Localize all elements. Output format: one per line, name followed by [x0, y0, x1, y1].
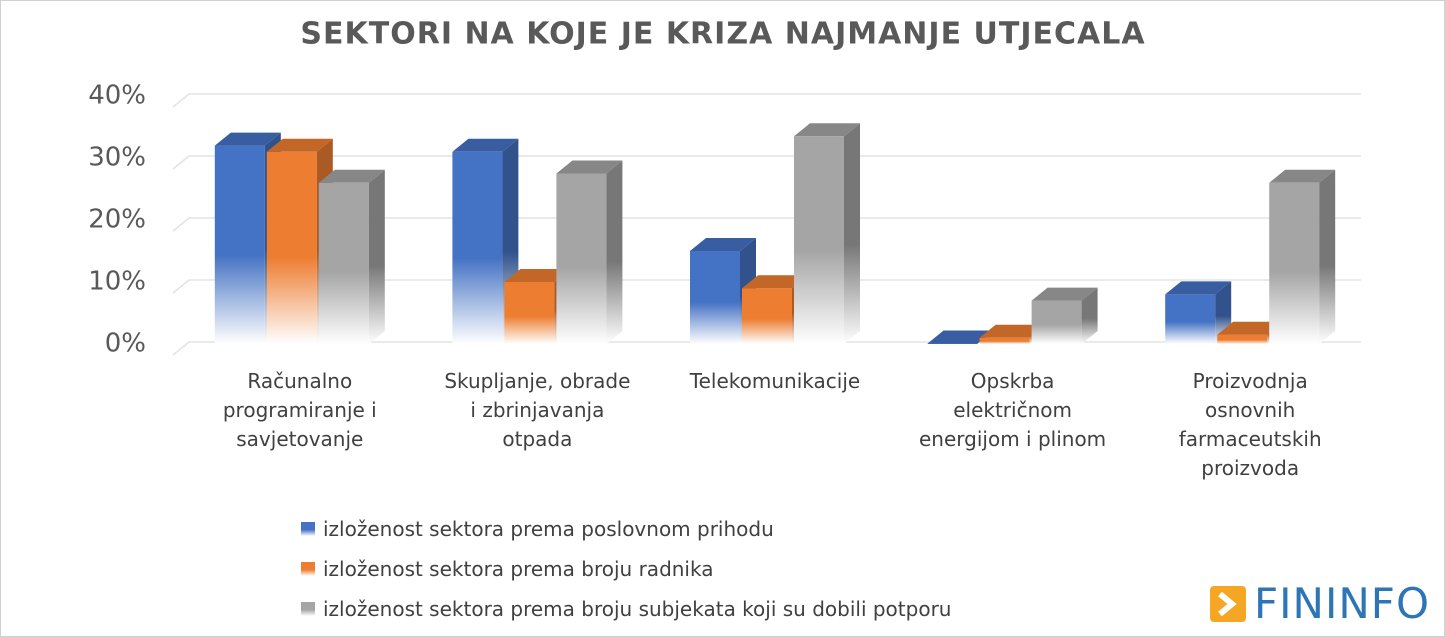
x-tick-label: Telekomunikacije — [689, 369, 861, 393]
bar-front — [318, 182, 369, 344]
bar-front — [214, 145, 265, 344]
y-tick-label: 10% — [88, 267, 146, 297]
bar-top — [556, 160, 623, 174]
bar-top — [1031, 287, 1098, 301]
grid-line-side — [172, 93, 190, 108]
bar — [1165, 281, 1232, 344]
grid-line-side — [172, 341, 190, 356]
bar-top — [1217, 321, 1284, 335]
y-tick-label: 20% — [88, 205, 146, 235]
bar-front — [742, 288, 792, 344]
bar — [556, 160, 623, 344]
bar-front — [794, 136, 844, 344]
x-tick-label: Opskrba električnom energijom i plinom — [919, 369, 1107, 451]
legend-label: izloženost sektora prema broju radnika — [323, 557, 714, 581]
bar — [794, 123, 860, 344]
logo-text: FININFO — [1254, 579, 1430, 628]
bar-top — [1269, 169, 1336, 183]
logo: FININFO — [1208, 579, 1430, 628]
logo-icon — [1210, 585, 1247, 622]
legend-swatch — [301, 562, 315, 576]
bar-front — [556, 173, 607, 344]
chart-title: SEKTORI NA KOJE JE KRIZA NAJMANJE UTJECA… — [300, 17, 1145, 52]
legend-item: izloženost sektora prema poslovnom priho… — [301, 517, 774, 541]
y-tick-label: 40% — [88, 81, 146, 111]
bar-front — [1031, 300, 1082, 344]
y-tick-label: 30% — [88, 143, 146, 173]
bar-top — [927, 330, 994, 344]
legend-label: izloženost sektora prema poslovnom priho… — [323, 517, 774, 541]
legend-swatch — [301, 522, 315, 536]
bar-front — [979, 337, 1030, 344]
bar-top — [690, 238, 756, 251]
legend-item: izloženost sektora prema broju subjekata… — [301, 597, 951, 621]
bar-top — [504, 269, 571, 282]
bar — [318, 169, 385, 344]
bar-top — [452, 138, 519, 152]
bar-side — [1081, 287, 1098, 344]
bar-side — [1319, 169, 1336, 344]
bar-top — [742, 275, 808, 289]
grid-line-side — [172, 279, 190, 294]
bar-side — [606, 160, 623, 344]
legend-swatch — [301, 602, 315, 616]
bar-front — [504, 282, 555, 344]
bar-front — [1217, 334, 1268, 344]
bar-front — [927, 343, 978, 344]
x-tick-label: Proizvodnja osnovnih farmaceutskih proiz… — [1178, 369, 1322, 480]
x-tick-label: Skupljanje, obrade i zbrinjavanja otpada — [444, 369, 631, 451]
y-tick-label: 0% — [105, 329, 146, 359]
bar-top — [318, 169, 385, 183]
bar-top — [214, 132, 281, 146]
bar-front — [266, 151, 317, 344]
bar-top — [979, 324, 1046, 338]
bar-top — [794, 123, 860, 137]
x-tick-label: Računalno programiranje i savjetovanje — [222, 369, 377, 451]
bar-front — [690, 251, 740, 344]
bar-side — [368, 169, 385, 344]
bar-front — [452, 151, 503, 344]
bar-front — [1269, 182, 1320, 344]
grid-line-side — [172, 155, 190, 170]
grid-line-side — [172, 217, 190, 232]
bar-top — [1165, 281, 1232, 295]
legend-item: izloženost sektora prema broju radnika — [301, 557, 713, 581]
bar-top — [266, 138, 333, 152]
bar-side — [844, 123, 860, 344]
legend-label: izloženost sektora prema broju subjekata… — [323, 597, 952, 621]
bar — [1031, 287, 1098, 344]
bar — [1269, 169, 1336, 344]
bar-front — [1165, 294, 1216, 344]
